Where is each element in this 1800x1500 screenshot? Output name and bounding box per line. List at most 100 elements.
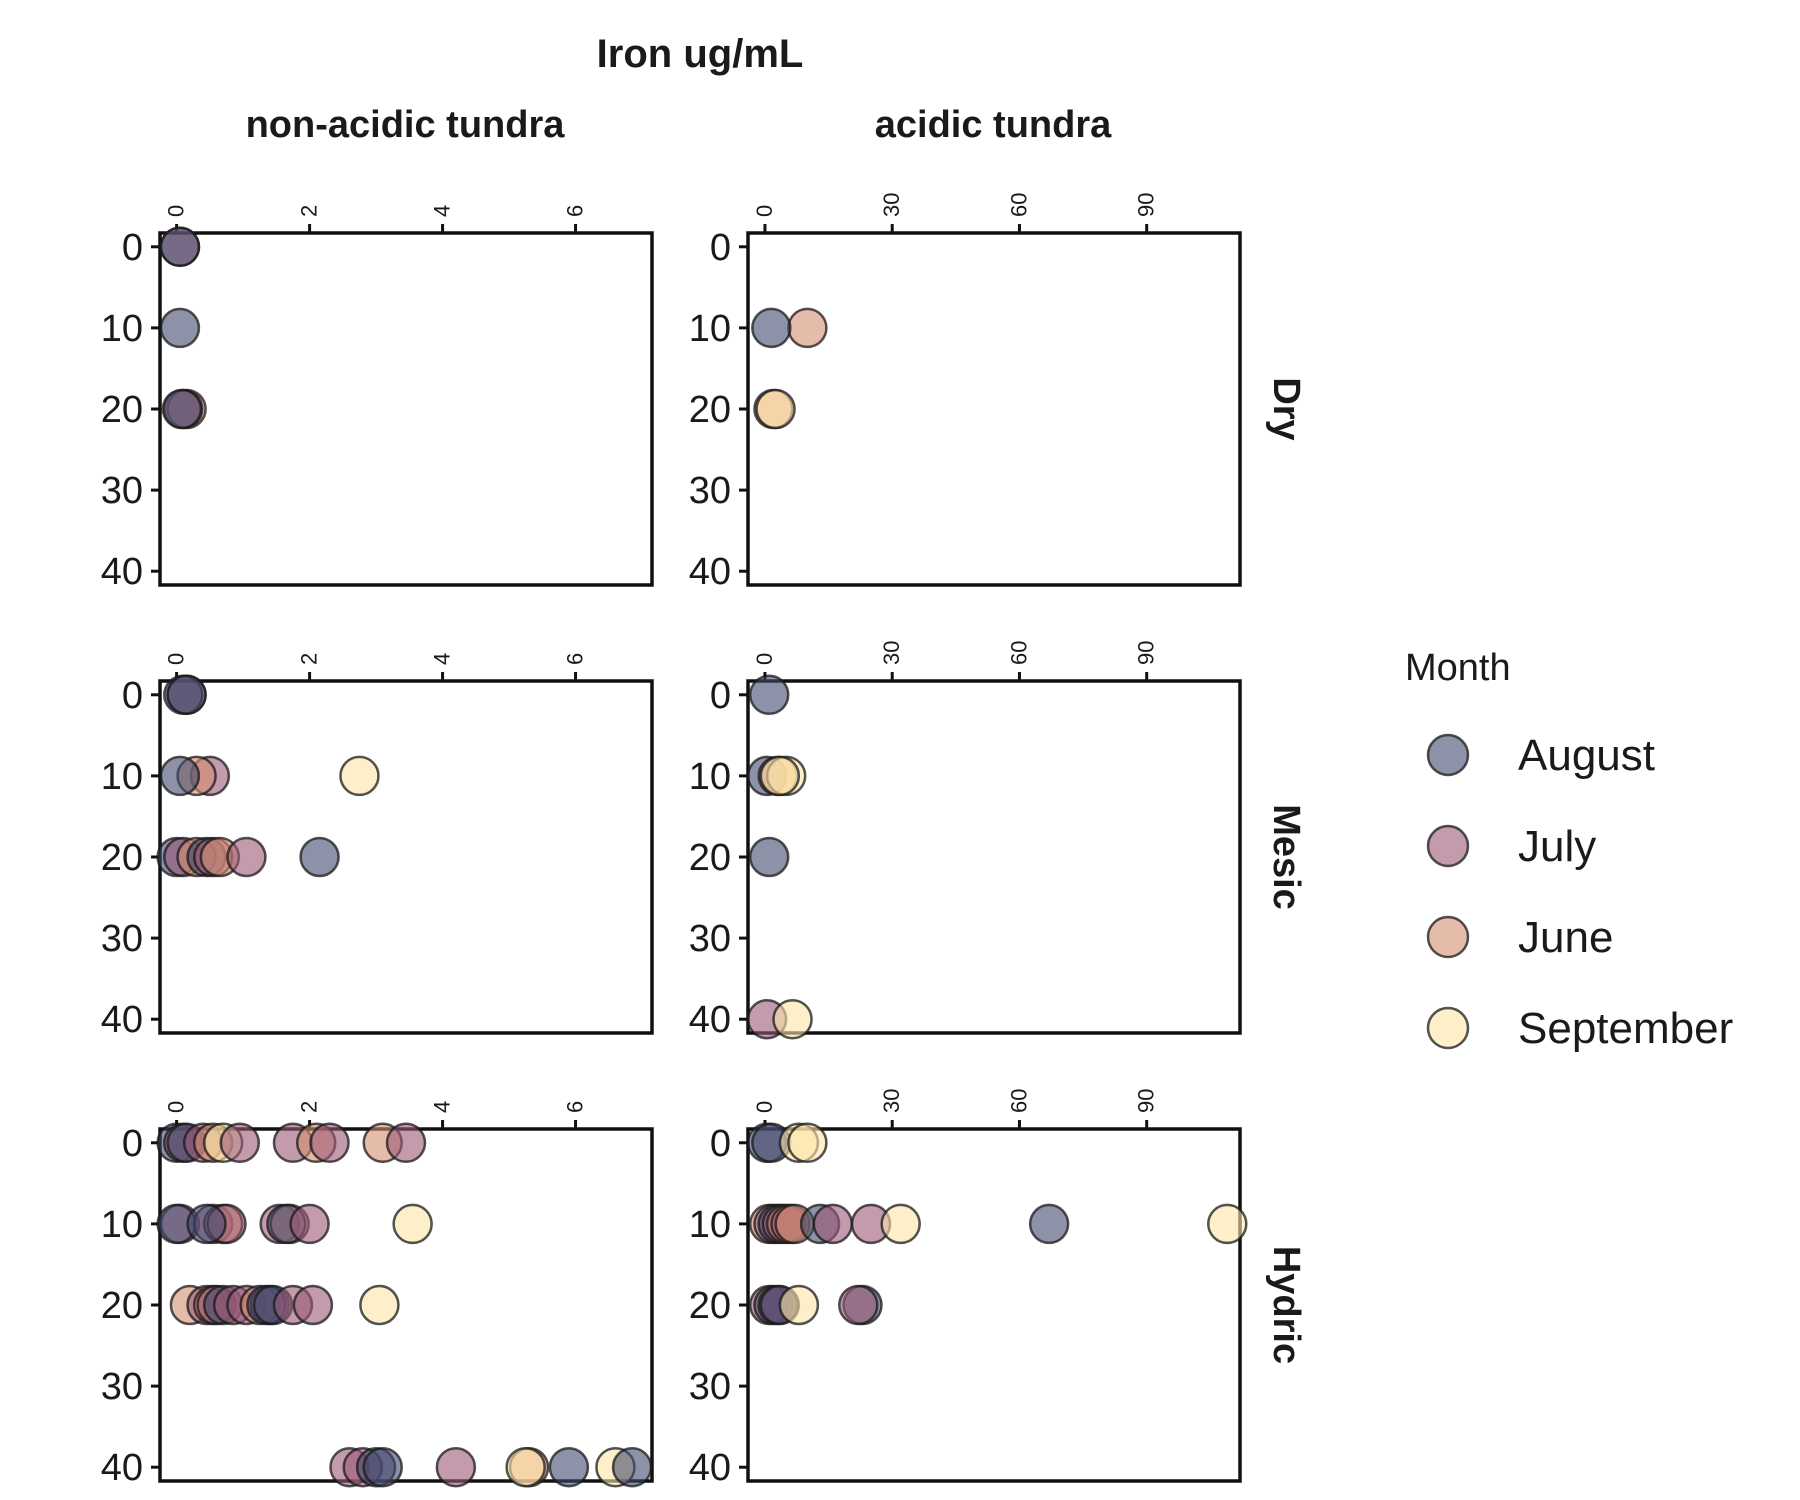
panel-frame <box>746 1127 1242 1483</box>
point-august <box>161 388 203 430</box>
legend-item-august: August <box>1426 731 1655 780</box>
y-tick-label: 20 <box>689 389 731 431</box>
point-july <box>226 836 267 878</box>
panel-hydric-acidic-tundra: 0 10 20 30 40 0 30 60 90 <box>689 1089 1248 1489</box>
panel-frame <box>158 231 654 587</box>
column-label-non-acidic: non-acidic tundra <box>246 104 566 146</box>
x-tick-label: 60 <box>1006 1089 1031 1113</box>
panel-hydric-non-acidic-tundra: 0 10 20 30 40 0 2 4 6 <box>101 1101 654 1489</box>
y-tick-label: 10 <box>689 308 731 350</box>
x-tick-label: 0 <box>164 1101 189 1113</box>
y-tick-label: 0 <box>710 675 731 717</box>
x-tick-label: 0 <box>164 205 189 217</box>
x-tick-label: 6 <box>563 205 588 217</box>
y-tick-label: 30 <box>689 918 731 960</box>
y-tick-label: 30 <box>101 918 143 960</box>
x-tick-label: 60 <box>1006 641 1031 665</box>
point-september <box>392 1203 433 1245</box>
legend-label: August <box>1518 731 1655 780</box>
point-august <box>299 836 340 878</box>
x-tick-label: 2 <box>297 205 322 217</box>
y-tick-label: 10 <box>101 308 143 350</box>
row-label-dry: Dry <box>1265 377 1307 440</box>
x-tick-label: 4 <box>430 1101 455 1113</box>
point-july <box>309 1122 350 1164</box>
y-tick-label: 40 <box>101 551 143 593</box>
point-august <box>159 755 201 797</box>
y-tick-label: 20 <box>101 1285 143 1327</box>
point-july <box>838 1284 879 1326</box>
x-tick-label: 2 <box>297 1101 322 1113</box>
legend-title: Month <box>1405 647 1511 689</box>
y-tick-label: 30 <box>101 470 143 512</box>
point-july <box>292 1284 334 1326</box>
point-july <box>289 1203 330 1245</box>
point-august <box>548 1446 590 1488</box>
point-july <box>385 1122 427 1164</box>
point-july <box>219 1122 261 1164</box>
x-tick-label: 90 <box>1134 193 1159 217</box>
legend-items: August July June September <box>1426 731 1733 1053</box>
chart-title: Iron ug/mL <box>597 32 804 76</box>
legend-swatch <box>1426 1006 1470 1050</box>
y-tick-label: 10 <box>689 1204 731 1246</box>
point-september <box>772 998 813 1040</box>
panel-frame <box>746 679 1242 1035</box>
y-tick-label: 10 <box>101 756 143 798</box>
y-tick-label: 0 <box>710 227 731 269</box>
panel-frame <box>746 231 1242 587</box>
point-september <box>880 1203 921 1245</box>
x-tick-label: 0 <box>752 205 777 217</box>
point-august <box>166 674 207 716</box>
legend-swatch <box>1426 733 1470 777</box>
legend-item-june: June <box>1426 913 1613 962</box>
legend-label: September <box>1518 1004 1733 1053</box>
y-tick-label: 0 <box>710 1123 731 1165</box>
x-tick-label: 90 <box>1134 1089 1159 1113</box>
point-june <box>787 307 828 349</box>
y-tick-label: 20 <box>689 1285 731 1327</box>
point-september <box>778 1284 820 1326</box>
panel-mesic-non-acidic-tundra: 0 10 20 30 40 0 2 4 6 <box>101 653 654 1041</box>
x-tick-label: 0 <box>164 653 189 665</box>
x-tick-label: 6 <box>563 1101 588 1113</box>
column-label-acidic: acidic tundra <box>875 104 1112 146</box>
y-tick-label: 0 <box>122 675 143 717</box>
point-july <box>435 1446 477 1488</box>
point-september <box>359 1284 400 1326</box>
point-august <box>748 674 790 716</box>
y-tick-label: 40 <box>101 1447 143 1489</box>
x-tick-label: 30 <box>879 1089 904 1113</box>
x-tick-label: 90 <box>1134 641 1159 665</box>
y-tick-label: 40 <box>101 999 143 1041</box>
x-tick-label: 4 <box>430 205 455 217</box>
legend-item-september: September <box>1426 1004 1733 1053</box>
legend: Month August July June September <box>1405 647 1733 1053</box>
point-august <box>159 307 201 349</box>
panel-dry-acidic-tundra: 0 10 20 30 40 0 30 60 90 <box>689 193 1242 593</box>
y-tick-label: 10 <box>101 1204 143 1246</box>
point-august <box>159 226 201 268</box>
y-tick-label: 20 <box>689 837 731 879</box>
panel-dry-non-acidic-tundra: 0 10 20 30 40 0 2 4 6 <box>101 205 654 593</box>
point-september <box>505 1446 546 1488</box>
point-september <box>1207 1203 1248 1245</box>
point-august <box>751 307 792 349</box>
x-tick-label: 4 <box>430 653 455 665</box>
x-tick-label: 2 <box>297 653 322 665</box>
y-tick-label: 20 <box>101 389 143 431</box>
panel-mesic-acidic-tundra: 0 10 20 30 40 0 30 60 90 <box>689 641 1242 1041</box>
x-tick-label: 6 <box>563 653 588 665</box>
point-august <box>362 1446 403 1488</box>
y-tick-label: 40 <box>689 999 731 1041</box>
point-august <box>611 1446 653 1488</box>
point-september <box>759 755 801 797</box>
y-tick-label: 40 <box>689 1447 731 1489</box>
point-august <box>748 836 790 878</box>
legend-item-july: July <box>1426 822 1596 871</box>
point-august <box>1028 1203 1070 1245</box>
point-august <box>186 1203 227 1245</box>
y-tick-label: 30 <box>689 1366 731 1408</box>
x-tick-label: 30 <box>879 641 904 665</box>
